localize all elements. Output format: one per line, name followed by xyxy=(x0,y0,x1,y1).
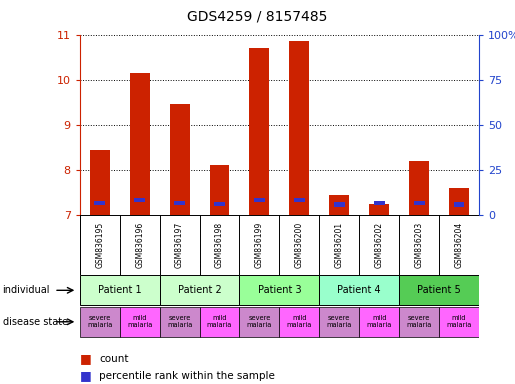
FancyBboxPatch shape xyxy=(399,275,479,305)
Bar xyxy=(289,41,310,215)
Bar xyxy=(329,195,349,215)
Text: mild
malaria: mild malaria xyxy=(447,315,472,328)
FancyBboxPatch shape xyxy=(200,307,239,337)
Text: Patient 1: Patient 1 xyxy=(98,285,142,295)
Text: individual: individual xyxy=(3,285,50,295)
Text: GSM836201: GSM836201 xyxy=(335,222,344,268)
Bar xyxy=(214,202,225,206)
FancyBboxPatch shape xyxy=(160,275,239,305)
Text: GSM836197: GSM836197 xyxy=(175,222,184,268)
FancyBboxPatch shape xyxy=(80,275,160,305)
FancyBboxPatch shape xyxy=(280,307,319,337)
Text: GDS4259 / 8157485: GDS4259 / 8157485 xyxy=(187,10,328,23)
Text: severe
malaria: severe malaria xyxy=(87,315,112,328)
FancyBboxPatch shape xyxy=(319,307,359,337)
Bar xyxy=(134,198,145,202)
Bar xyxy=(94,200,105,205)
Bar xyxy=(254,198,265,202)
Bar xyxy=(130,73,150,215)
Bar xyxy=(174,200,185,205)
FancyBboxPatch shape xyxy=(119,307,160,337)
Text: GSM836203: GSM836203 xyxy=(415,222,423,268)
Bar xyxy=(169,104,190,215)
Bar xyxy=(249,48,269,215)
FancyBboxPatch shape xyxy=(359,307,399,337)
FancyBboxPatch shape xyxy=(80,307,119,337)
FancyBboxPatch shape xyxy=(239,307,280,337)
Text: Patient 4: Patient 4 xyxy=(337,285,381,295)
Text: GSM836204: GSM836204 xyxy=(455,222,464,268)
FancyBboxPatch shape xyxy=(319,275,399,305)
FancyBboxPatch shape xyxy=(439,307,479,337)
Bar xyxy=(210,166,230,215)
Bar xyxy=(90,150,110,215)
Bar xyxy=(449,188,469,215)
Text: Patient 2: Patient 2 xyxy=(178,285,221,295)
Text: GSM836195: GSM836195 xyxy=(95,222,104,268)
Bar xyxy=(414,200,424,205)
Text: mild
malaria: mild malaria xyxy=(127,315,152,328)
Text: ■: ■ xyxy=(80,352,92,365)
Bar xyxy=(409,161,429,215)
FancyBboxPatch shape xyxy=(160,307,200,337)
Text: mild
malaria: mild malaria xyxy=(367,315,392,328)
Bar xyxy=(294,198,305,202)
Text: percentile rank within the sample: percentile rank within the sample xyxy=(99,371,276,381)
Text: count: count xyxy=(99,354,129,364)
Text: severe
malaria: severe malaria xyxy=(167,315,192,328)
Text: GSM836200: GSM836200 xyxy=(295,222,304,268)
Bar xyxy=(334,202,345,207)
Text: Patient 5: Patient 5 xyxy=(417,285,461,295)
Text: Patient 3: Patient 3 xyxy=(258,285,301,295)
Bar xyxy=(454,202,465,207)
Text: GSM836202: GSM836202 xyxy=(375,222,384,268)
Text: severe
malaria: severe malaria xyxy=(406,315,432,328)
Text: mild
malaria: mild malaria xyxy=(287,315,312,328)
Bar xyxy=(369,204,389,215)
Text: mild
malaria: mild malaria xyxy=(207,315,232,328)
FancyBboxPatch shape xyxy=(399,307,439,337)
FancyBboxPatch shape xyxy=(239,275,319,305)
Text: GSM836196: GSM836196 xyxy=(135,222,144,268)
Text: ■: ■ xyxy=(80,369,92,382)
Text: GSM836198: GSM836198 xyxy=(215,222,224,268)
Text: disease state: disease state xyxy=(3,317,67,327)
Bar xyxy=(374,200,385,205)
Text: severe
malaria: severe malaria xyxy=(247,315,272,328)
Text: severe
malaria: severe malaria xyxy=(327,315,352,328)
Text: GSM836199: GSM836199 xyxy=(255,222,264,268)
